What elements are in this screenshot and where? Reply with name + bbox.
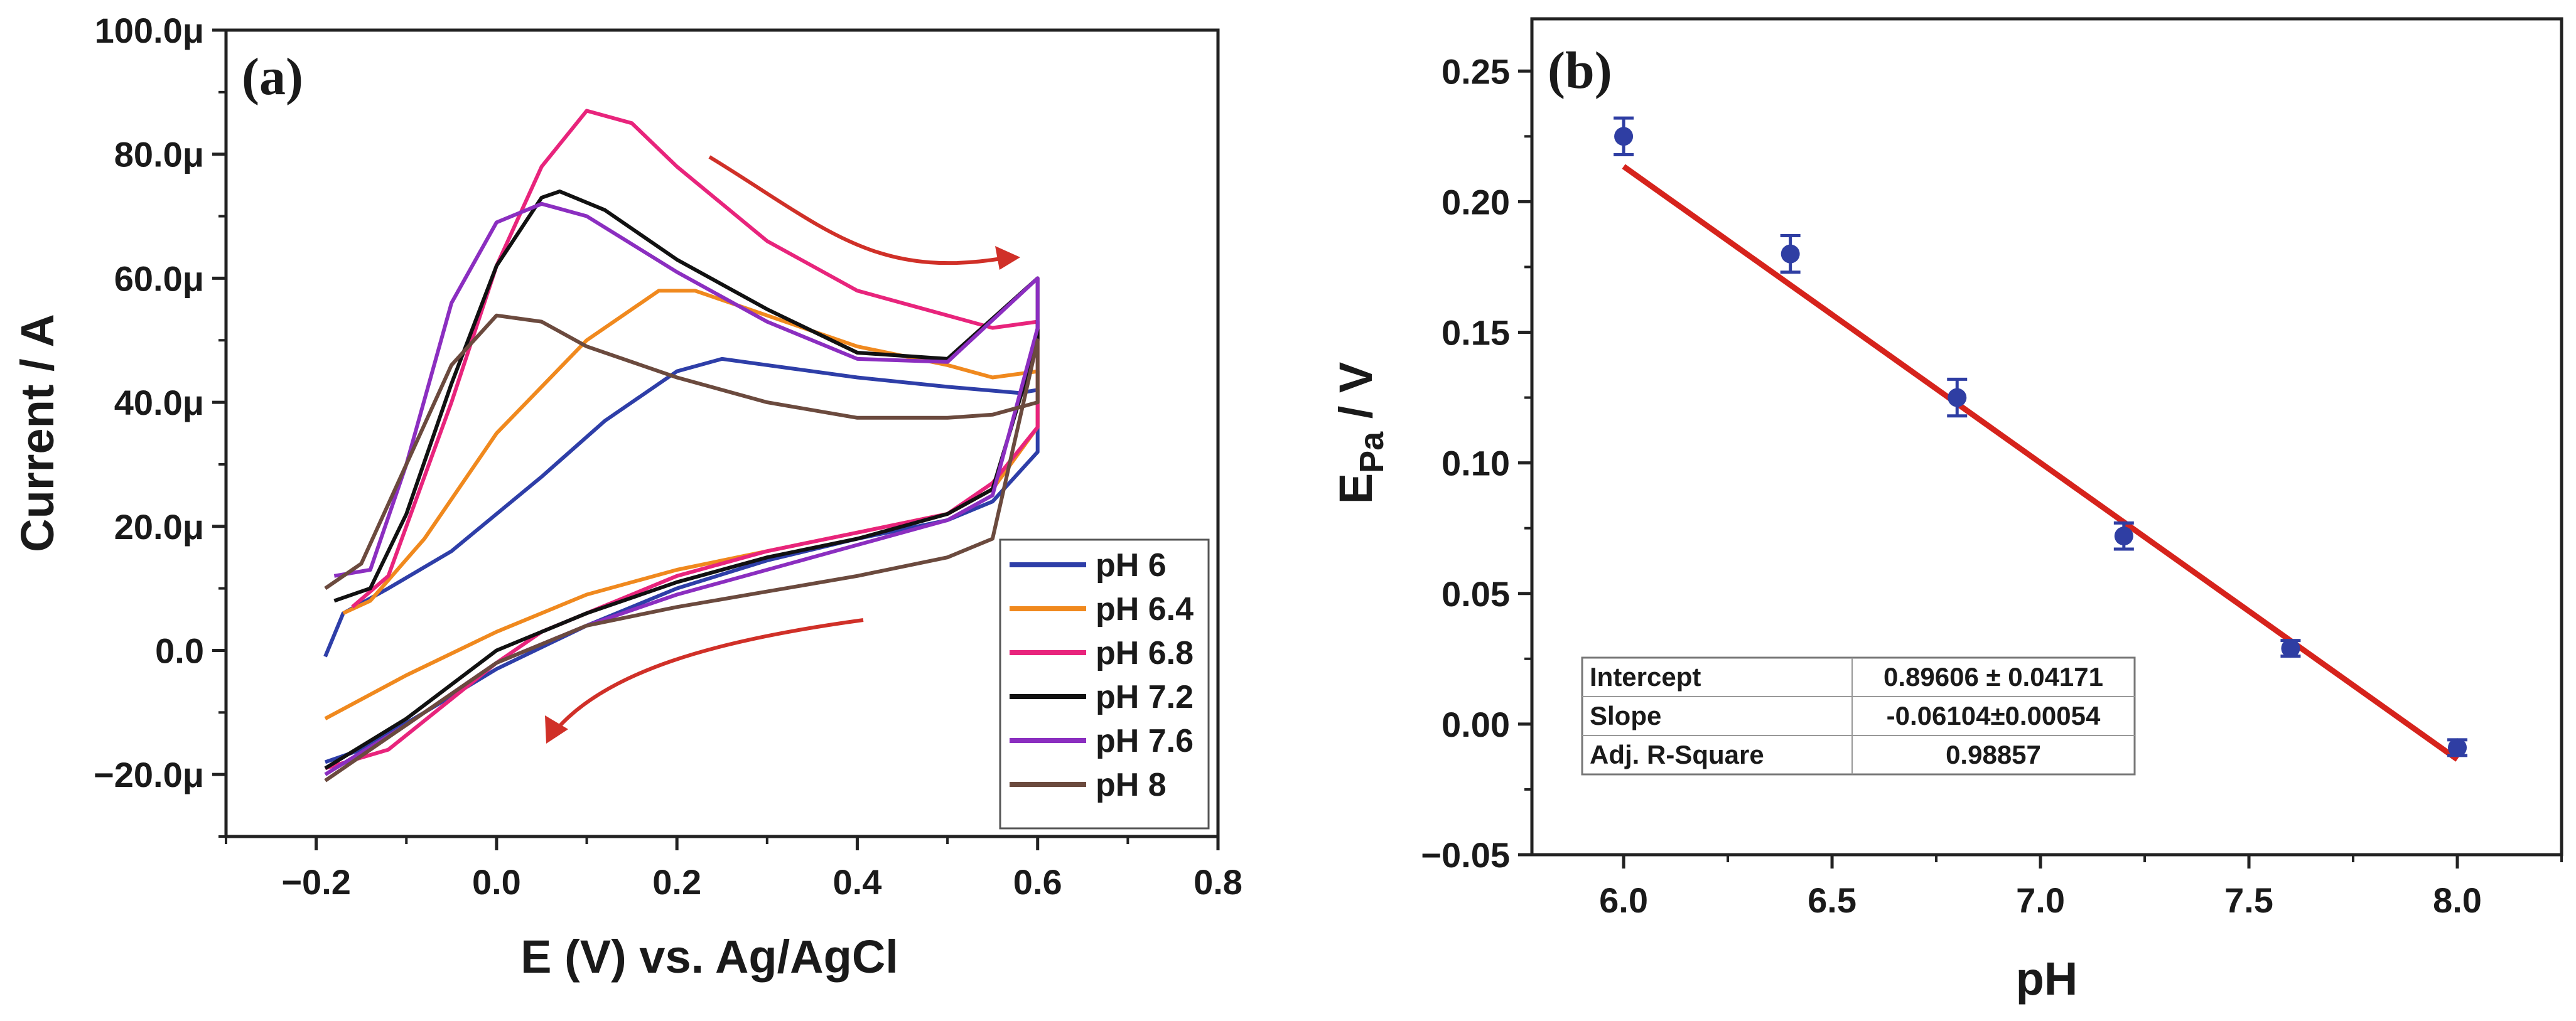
cv-curve xyxy=(324,190,1040,770)
x-tick-label: 0.8 xyxy=(1194,862,1242,902)
legend-label: pH 6.8 xyxy=(1096,635,1194,671)
x-tick-label: 6.5 xyxy=(1808,880,1857,920)
y-label-subscript: Pa xyxy=(1353,431,1391,473)
y-tick-label: 20.0μ xyxy=(114,507,204,547)
y-tick-label: 60.0μ xyxy=(114,259,204,298)
table-row-label: Slope xyxy=(1590,701,1661,730)
table-row-value: -0.06104±0.00054 xyxy=(1887,701,2101,730)
x-tick-label: 7.5 xyxy=(2224,880,2273,920)
x-tick-label: 7.0 xyxy=(2016,880,2065,920)
panel-a-scan-arrows xyxy=(545,155,1020,744)
panel-b-plot-frame xyxy=(1530,17,2563,857)
cv-curve xyxy=(324,313,1040,783)
table-row-value: 0.89606 ± 0.04171 xyxy=(1883,662,2103,692)
panel-b-ticks: 6.0 6.5 7.0 7.5 8.0 −0.05 0.00 0.05 0.10 0.15 0.20… xyxy=(1421,51,2563,920)
data-point xyxy=(1948,388,1967,407)
panel-a-chart: −0.2 0.0 0.2 0.4 0.6 0.8 −20.0μ 0.0 20.0μ 40.0μ 60… xyxy=(11,11,1242,983)
y-tick-label: 0.05 xyxy=(1442,574,1510,614)
x-tick-label: 0.4 xyxy=(833,862,882,902)
y-tick-label: 0.15 xyxy=(1442,313,1510,353)
y-tick-label: −20.0μ xyxy=(94,755,204,794)
panel-b-fit-line xyxy=(1622,164,2459,762)
data-point xyxy=(2448,738,2467,757)
forward-scan-arrow xyxy=(708,155,1002,265)
legend-label: pH 8 xyxy=(1096,767,1167,803)
y-tick-label: 100.0μ xyxy=(95,11,204,50)
panel-a-legend: pH 6 pH 6.4 pH 6.8 pH 7.2 pH 7.6 pH 8 xyxy=(999,538,1210,830)
y-tick-label: 0.00 xyxy=(1442,705,1510,744)
legend-label: pH 6.4 xyxy=(1096,591,1194,628)
y-tick-label: 80.0μ xyxy=(114,135,204,174)
cv-curve xyxy=(324,289,1040,720)
data-point xyxy=(2114,527,2133,546)
panel-b-x-axis-label: pH xyxy=(2016,953,2078,1005)
y-tick-label: 40.0μ xyxy=(114,383,204,422)
legend-frame xyxy=(999,538,1210,830)
legend-label: pH 7.2 xyxy=(1096,679,1194,715)
table-row-value: 0.98857 xyxy=(1946,740,2041,769)
y-label-main: E xyxy=(1330,473,1382,504)
x-tick-label: 0.0 xyxy=(472,862,521,902)
y-tick-label: 0.0 xyxy=(155,631,204,670)
data-point xyxy=(2281,639,2300,658)
y-tick-label: 0.20 xyxy=(1442,182,1510,222)
panel-b-points xyxy=(1614,116,2468,757)
panel-a-plot-frame xyxy=(224,28,1220,838)
cv-curve xyxy=(324,201,1040,776)
panel-a-y-axis-label: Current / A xyxy=(11,314,63,552)
legend-label: pH 6 xyxy=(1096,547,1167,584)
y-tick-label: 0.10 xyxy=(1442,444,1510,483)
forward-scan-arrowhead xyxy=(995,246,1020,270)
x-tick-label: −0.2 xyxy=(281,862,351,902)
x-tick-label: 0.6 xyxy=(1013,862,1062,902)
data-point xyxy=(1781,244,1800,264)
y-tick-label: −0.05 xyxy=(1421,835,1510,875)
panel-a-label: (a) xyxy=(242,48,303,106)
panel-a-x-axis-label: E (V) vs. Ag/AgCl xyxy=(520,931,898,983)
fit-statistics-table: Intercept 0.89606 ± 0.04171 Slope -0.06104±… xyxy=(1581,656,2136,776)
panel-a-series xyxy=(323,109,1040,783)
x-tick-label: 0.2 xyxy=(652,862,701,902)
x-tick-label: 6.0 xyxy=(1599,880,1648,920)
table-frame xyxy=(1581,656,2136,776)
panel-b-chart: 6.0 6.5 7.0 7.5 8.0 −0.05 0.00 0.05 0.10 0.15 0.20… xyxy=(1330,17,2563,1005)
reverse-scan-arrowhead xyxy=(545,715,568,744)
x-tick-label: 8.0 xyxy=(2433,880,2482,920)
y-tick-label: 0.25 xyxy=(1442,51,1510,91)
y-label-unit: / V xyxy=(1330,362,1382,432)
panel-b-label: (b) xyxy=(1548,41,1612,100)
panel-b-y-axis-label: EPa / V xyxy=(1330,362,1391,504)
table-row-label: Adj. R-Square xyxy=(1590,740,1764,769)
linear-fit-line xyxy=(1622,164,2459,762)
panel-a-ticks: −0.2 0.0 0.2 0.4 0.6 0.8 −20.0μ 0.0 20.0μ 40.0μ 60… xyxy=(94,11,1242,902)
reverse-scan-arrow xyxy=(551,618,864,735)
legend-label: pH 7.6 xyxy=(1096,723,1194,759)
table-row-label: Intercept xyxy=(1590,662,1701,692)
data-point xyxy=(1614,127,1634,146)
